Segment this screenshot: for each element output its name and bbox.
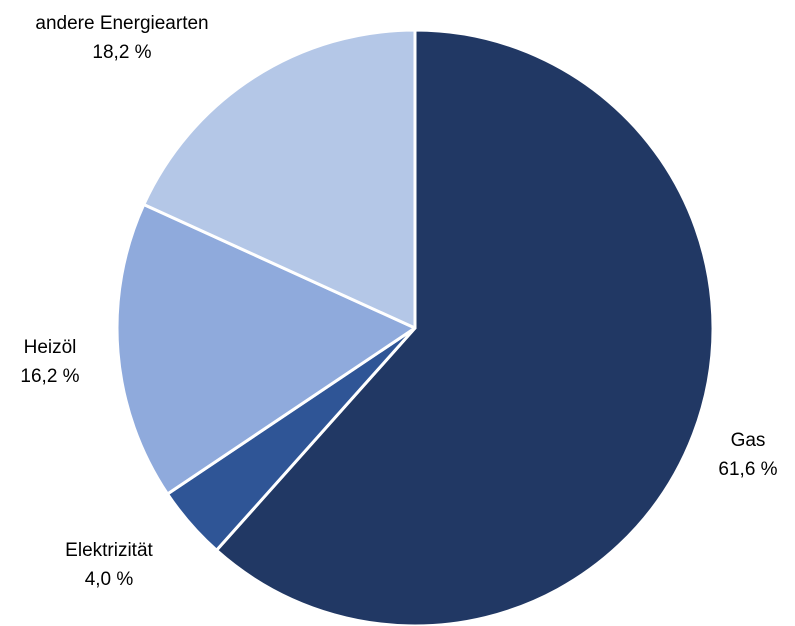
slice-value-label-andere-energiearten: 18,2 % (92, 42, 151, 63)
pie-labels: Gas 61,6 % Elektrizität 4,0 % Heizöl 16,2 % an… (20, 13, 777, 590)
slice-label-andere-energiearten: andere Energiearten (35, 13, 208, 34)
slice-label-gas: Gas (731, 430, 766, 451)
pie-slices (115, 28, 715, 626)
slice-label-elektrizitaet: Elektrizität (65, 540, 153, 561)
slice-value-label-elektrizitaet: 4,0 % (85, 569, 134, 590)
slice-value-label-heizoel: 16,2 % (20, 366, 79, 387)
pie-slice-andere-energiearten (142, 28, 417, 330)
pie-slice-gas (215, 28, 715, 626)
slice-value-label-gas: 61,6 % (718, 459, 777, 480)
pie-slice-heizoel (115, 203, 417, 496)
slice-label-heizoel: Heizöl (24, 337, 77, 358)
